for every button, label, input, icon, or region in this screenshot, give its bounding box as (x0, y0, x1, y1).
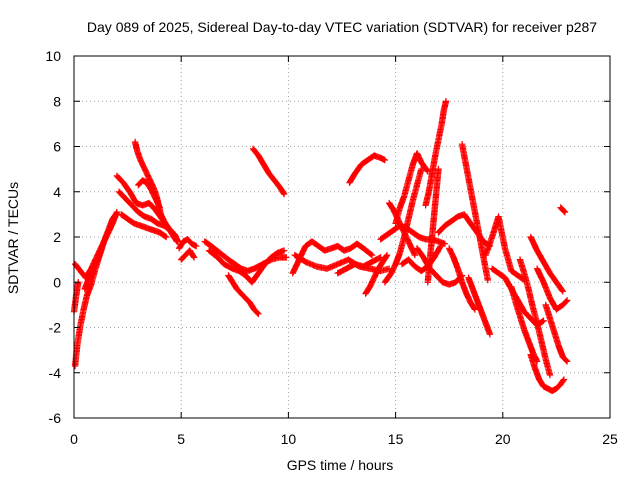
y-tick-label: -2 (49, 320, 62, 336)
series-arc-40 (542, 301, 571, 365)
x-tick-label: 20 (495, 431, 511, 447)
y-tick-label: 4 (53, 184, 61, 200)
tick-marks (73, 55, 611, 419)
data-point (205, 247, 288, 286)
series-arc-24 (392, 150, 431, 227)
data-point (557, 204, 569, 216)
series-arc-35 (508, 283, 541, 365)
series-arc-15 (249, 145, 288, 198)
x-tick-label: 10 (281, 431, 297, 447)
data-point (465, 274, 494, 338)
data-point (178, 247, 198, 263)
series-arc-16 (289, 238, 376, 277)
series-arc-28 (413, 245, 466, 288)
series-arc-26 (422, 98, 450, 209)
data-point (413, 245, 466, 288)
data-point (377, 222, 449, 247)
data-point (542, 301, 571, 365)
data-point (135, 177, 163, 211)
y-tick-label: -4 (49, 365, 62, 381)
x-tick-label: 0 (70, 431, 78, 447)
data-markers (70, 98, 571, 395)
series-arc-41 (557, 204, 569, 216)
data-point (70, 279, 82, 315)
y-tick-labels: -6 -4 -2 0 2 4 6 8 10 (45, 48, 61, 426)
series-arc-36 (516, 256, 554, 379)
x-tick-labels: 0 5 10 15 20 25 (70, 431, 618, 447)
series-arc-38 (527, 233, 567, 295)
series-arc-20 (346, 152, 389, 186)
data-point (533, 265, 571, 313)
data-point (362, 251, 391, 297)
series-arc-37 (527, 351, 568, 395)
x-tick-label: 5 (177, 431, 185, 447)
data-point (175, 236, 200, 252)
data-point (527, 351, 568, 395)
series-arc-09 (135, 177, 163, 211)
series-arc-11 (178, 247, 198, 263)
series-arc-07 (118, 211, 170, 241)
data-point (249, 145, 288, 198)
data-point (334, 254, 384, 277)
y-axis-label: SDTVAR / TECUs (5, 182, 21, 294)
data-point (458, 141, 491, 284)
x-tick-label: 25 (602, 431, 618, 447)
series-arc-19 (334, 254, 384, 277)
series-arc-32 (465, 274, 494, 338)
x-axis-label: GPS time / hours (287, 457, 394, 473)
data-point (446, 245, 479, 313)
data-point (392, 150, 431, 227)
data-point (225, 272, 262, 318)
series-arc-04 (81, 245, 106, 293)
data-point (422, 98, 450, 209)
data-point (508, 283, 541, 365)
y-tick-label: 0 (53, 274, 61, 290)
series-arc-30 (446, 245, 479, 313)
series-arc-21 (377, 222, 449, 247)
data-point (527, 233, 567, 295)
data-point (81, 245, 106, 293)
series-arc-13 (205, 247, 288, 286)
data-point (516, 256, 554, 379)
data-point (289, 238, 376, 277)
series-arc-18 (362, 251, 391, 297)
series-arc-10 (175, 236, 200, 252)
x-tick-label: 15 (388, 431, 404, 447)
series-arc-03 (70, 279, 82, 315)
series-arc-33 (482, 213, 528, 284)
series-arc-31 (458, 141, 491, 284)
y-tick-label: 8 (53, 93, 61, 109)
series-arc-14 (225, 272, 262, 318)
series-arc-39 (533, 265, 571, 313)
data-point (482, 213, 528, 284)
y-tick-label: 2 (53, 229, 61, 245)
y-tick-label: 10 (45, 48, 61, 64)
y-tick-label: -6 (49, 410, 62, 426)
data-point (118, 211, 170, 241)
y-tick-label: 6 (53, 139, 61, 155)
data-point (346, 152, 389, 186)
chart-title: Day 089 of 2025, Sidereal Day-to-day VTE… (87, 19, 597, 35)
